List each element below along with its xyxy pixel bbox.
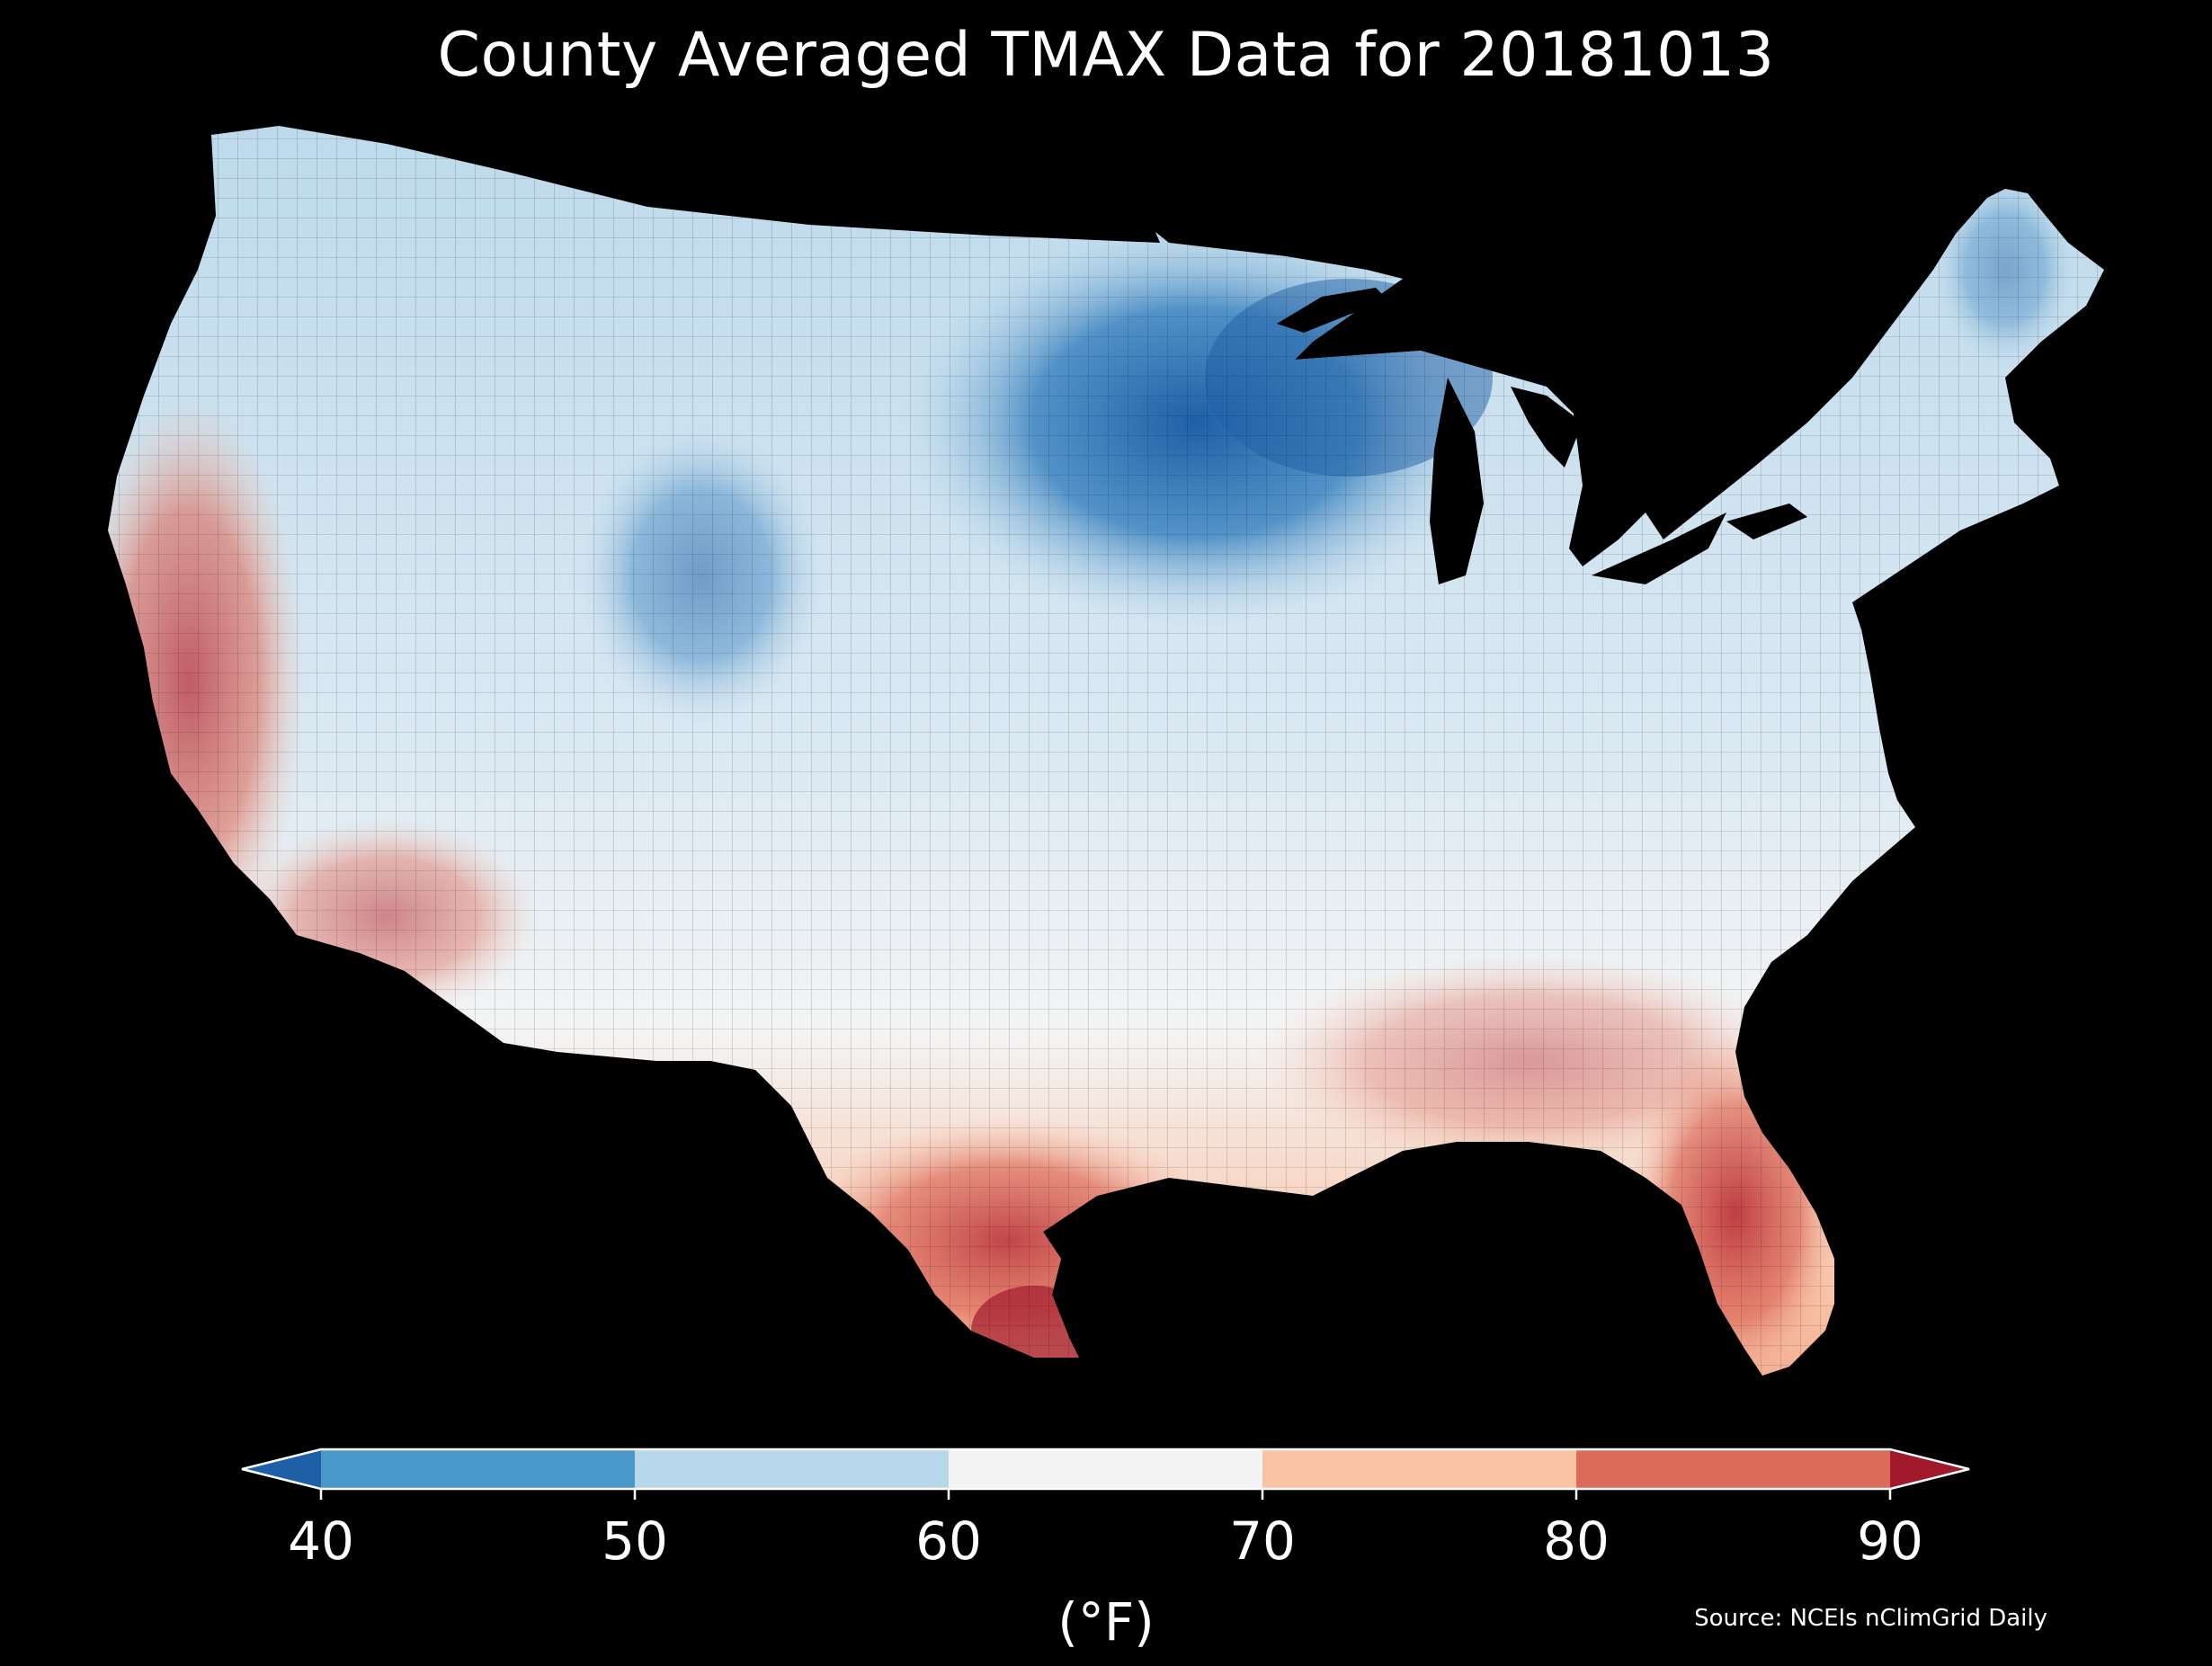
colorbar-units-label: (°F) xyxy=(1057,1591,1155,1653)
colorbar-bin-3 xyxy=(1262,1449,1576,1489)
colorbar-under-extension xyxy=(242,1449,321,1489)
colorbar-over-extension xyxy=(1890,1449,1969,1489)
colorbar-tick-label-5: 90 xyxy=(1857,1510,1923,1572)
colorbar-bin-2 xyxy=(949,1449,1262,1489)
colorbar-bin-4 xyxy=(1576,1449,1890,1489)
source-credit: Source: NCEIs nClimGrid Daily xyxy=(1694,1605,2047,1632)
colorbar-tick-label-4: 80 xyxy=(1543,1510,1610,1572)
colorbar-tick-label-3: 70 xyxy=(1229,1510,1296,1572)
colorbar-tick-label-0: 40 xyxy=(288,1510,354,1572)
colorbar-bin-0 xyxy=(321,1449,635,1489)
great-lakes xyxy=(1277,288,1807,584)
colorbar-bin-1 xyxy=(635,1449,949,1489)
colorbar-tick-label-1: 50 xyxy=(602,1510,668,1572)
map-title: County Averaged TMAX Data for 20181013 xyxy=(437,20,1775,91)
colorbar-tick-label-2: 60 xyxy=(915,1510,982,1572)
